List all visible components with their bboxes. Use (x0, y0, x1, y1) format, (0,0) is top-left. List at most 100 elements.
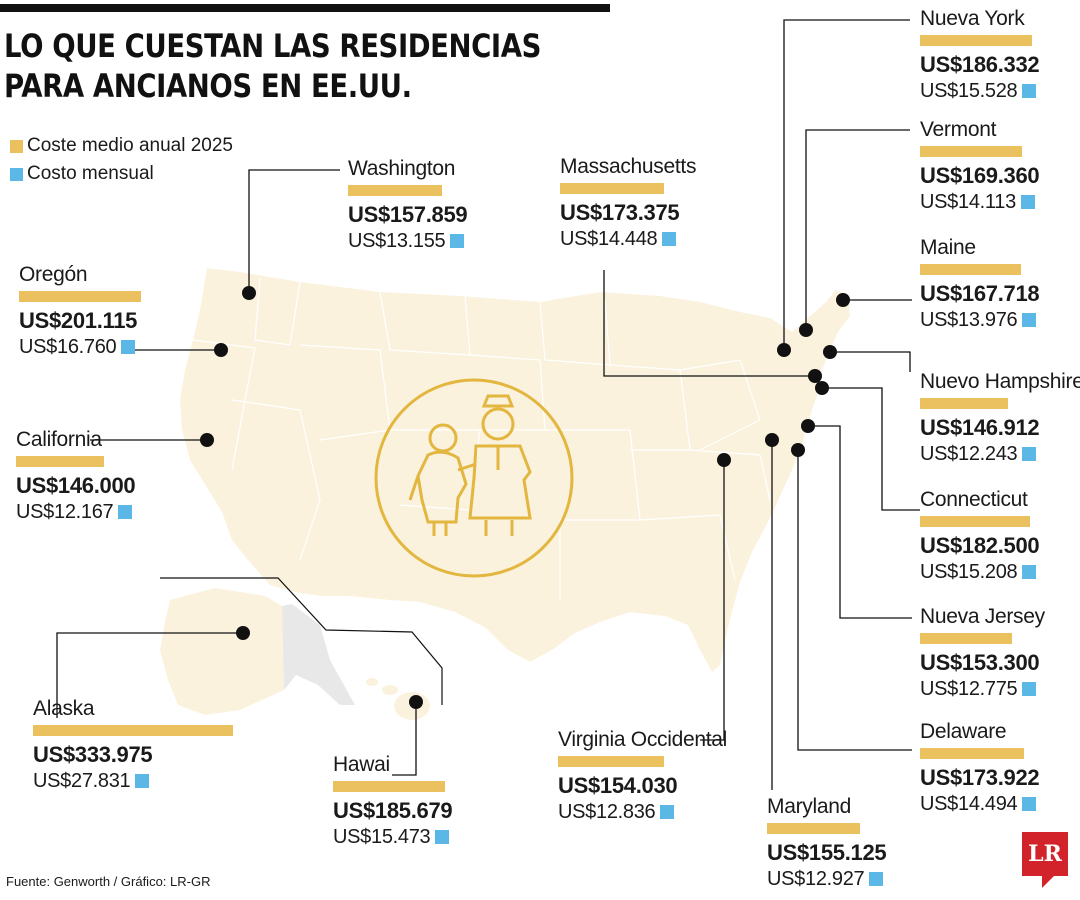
annual-cost: US$154.030 (558, 773, 678, 798)
label-massachusetts: Massachusetts US$173.375 US$14.448 (560, 154, 696, 252)
monthly-swatch (435, 830, 450, 844)
monthly-swatch (660, 805, 675, 819)
dot-oregon (214, 343, 228, 357)
label-california: California US$146.000 US$12.167 (16, 427, 136, 525)
monthly-cost: US$13.976 (920, 307, 1039, 333)
state-name: Oregón (19, 263, 88, 286)
dot-washington (242, 286, 256, 300)
monthly-swatch (121, 340, 136, 354)
label-nueva-york: Nueva York US$186.332 US$15.528 (920, 6, 1040, 104)
annual-cost: US$153.300 (920, 650, 1040, 675)
annual-bar (920, 35, 1032, 46)
annual-bar (16, 456, 104, 467)
label-maine: Maine US$167.718 US$13.976 (920, 235, 1040, 333)
label-maryland: Maryland US$155.125 US$12.927 (767, 794, 887, 892)
title-line-1: LO QUE CUESTAN LAS RESIDENCIAS (4, 27, 541, 65)
label-nuevo-hampshire: Nuevo Hampshire US$146.912 US$12.243 (920, 369, 1080, 467)
leader-nuevo-hampshire (830, 351, 911, 372)
dot-maryland (765, 433, 779, 447)
page-title: LO QUE CUESTAN LAS RESIDENCIAS PARA ANCI… (4, 26, 554, 106)
monthly-cost: US$27.831 (33, 768, 233, 794)
title-line-2: PARA ANCIANOS EN EE.UU. (4, 67, 412, 105)
dot-nueva-jersey (801, 419, 815, 433)
dot-california (200, 433, 214, 447)
state-name: Virginia Occidental (558, 728, 728, 751)
label-delaware: Delaware US$173.922 US$14.494 (920, 719, 1040, 817)
monthly-cost: US$15.528 (920, 78, 1039, 104)
state-name: Massachusetts (560, 155, 697, 178)
state-name: California (16, 428, 102, 451)
annual-bar (920, 633, 1012, 644)
annual-bar (920, 264, 1021, 275)
alaska-shape (160, 588, 284, 715)
label-virginia-occidental: Virginia Occidental US$154.030 US$12.836 (558, 727, 727, 825)
state-name: Hawai (333, 753, 390, 776)
dot-nueva-york (777, 343, 791, 357)
monthly-cost: US$12.167 (16, 499, 135, 525)
annual-cost: US$201.115 (19, 308, 138, 333)
legend-monthly-swatch (10, 167, 23, 181)
dot-alaska (236, 626, 250, 640)
leader-alaska (56, 632, 243, 718)
annual-cost: US$173.922 (920, 765, 1040, 790)
annual-bar (920, 146, 1022, 157)
state-name: Maine (920, 236, 976, 259)
annual-cost: US$182.500 (920, 533, 1040, 558)
state-name: Alaska (33, 697, 95, 720)
elderly-caregiver-icon (374, 378, 574, 578)
state-name: Nuevo Hampshire (920, 370, 1080, 393)
dot-nuevo-hampshire (823, 345, 837, 359)
leader-nueva-jersey (808, 425, 912, 619)
monthly-cost: US$12.243 (920, 441, 1080, 467)
annual-bar (560, 183, 664, 194)
annual-bar (33, 725, 233, 736)
leader-massachusetts (603, 270, 815, 377)
monthly-cost: US$14.448 (560, 226, 696, 252)
dot-virginia (717, 453, 731, 467)
leader-connecticut (822, 387, 920, 511)
annual-cost: US$146.912 (920, 415, 1040, 440)
inset-frame (160, 577, 443, 705)
monthly-swatch (1022, 447, 1037, 461)
state-dots (200, 286, 850, 709)
source-credit: Fuente: Genworth / Gráfico: LR-GR (6, 874, 211, 889)
annual-cost: US$169.360 (920, 163, 1040, 188)
monthly-cost: US$13.155 (348, 228, 467, 254)
legend-monthly-label: Costo mensual (27, 163, 154, 184)
annual-bar (920, 398, 1008, 409)
label-nueva-jersey: Nueva Jersey US$153.300 US$12.775 (920, 604, 1045, 702)
monthly-swatch (135, 774, 150, 788)
monthly-cost: US$15.208 (920, 559, 1039, 585)
monthly-swatch (1022, 682, 1037, 696)
leader-nueva-york (783, 19, 910, 350)
monthly-cost: US$12.927 (767, 866, 886, 892)
annual-cost: US$146.000 (16, 473, 136, 498)
canada-inset-shape (282, 604, 355, 705)
leader-washington (248, 169, 340, 293)
leader-vermont (805, 129, 910, 330)
state-name: Maryland (767, 795, 851, 818)
state-name: Nueva York (920, 7, 1025, 30)
monthly-cost: US$14.113 (920, 189, 1039, 215)
annual-cost: US$155.125 (767, 840, 887, 865)
label-vermont: Vermont US$169.360 US$14.113 (920, 117, 1040, 215)
legend-monthly: Costo mensual (10, 160, 233, 188)
monthly-cost: US$14.494 (920, 791, 1039, 817)
label-oregon: Oregón US$201.115 US$16.760 (19, 262, 141, 360)
monthly-cost: US$16.760 (19, 334, 141, 360)
monthly-cost: US$12.775 (920, 676, 1045, 702)
leader-delaware (797, 450, 912, 751)
state-name: Delaware (920, 720, 1007, 743)
top-rule (0, 4, 610, 12)
annual-bar (920, 748, 1024, 759)
annual-cost: US$333.975 (33, 742, 153, 767)
annual-cost: US$167.718 (920, 281, 1040, 306)
dot-hawai (409, 695, 423, 709)
monthly-swatch (118, 505, 133, 519)
monthly-swatch (869, 872, 884, 886)
legend-annual-swatch (10, 139, 23, 153)
annual-bar (767, 823, 860, 834)
monthly-swatch (662, 232, 677, 246)
annual-bar (558, 756, 664, 767)
dot-connecticut (815, 381, 829, 395)
